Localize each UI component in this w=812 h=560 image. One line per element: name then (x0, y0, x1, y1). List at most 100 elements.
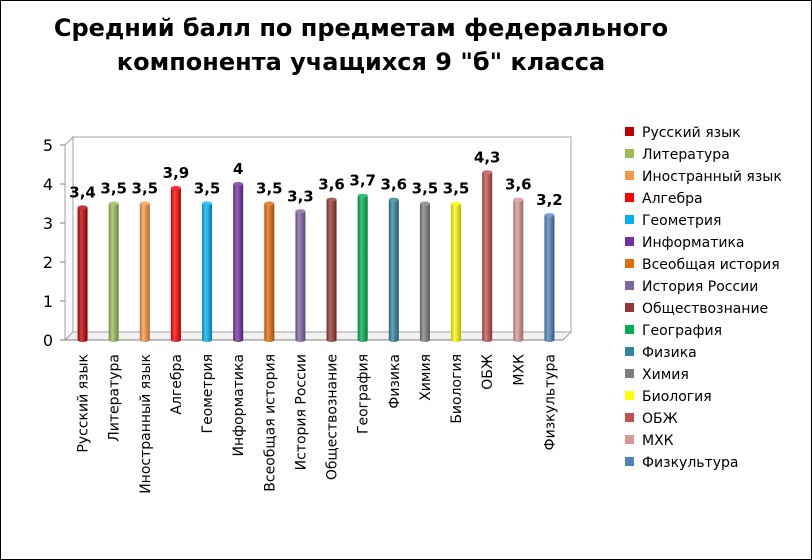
x-tick-label: Обществознание (325, 354, 341, 480)
x-tick-label: История России (293, 354, 309, 470)
x-tick-label: Русский язык (76, 354, 92, 453)
x-tick-label: Литература (107, 354, 123, 442)
bar (202, 203, 213, 342)
x-tick-label: Алгебра (169, 354, 185, 415)
bar (295, 211, 306, 342)
data-label: 3,5 (412, 180, 439, 198)
legend-swatch (625, 413, 634, 422)
bar (139, 203, 150, 342)
legend-entry: Русский язык (642, 125, 741, 141)
legend-swatch (625, 193, 634, 202)
data-label: 4,3 (474, 148, 501, 166)
y-tick-label: 0 (43, 331, 53, 350)
legend-swatch (625, 369, 634, 378)
legend-entry: Всеобщая история (642, 257, 780, 273)
legend-entry: Биология (642, 389, 712, 405)
bar-top (77, 205, 88, 210)
legend-swatch (625, 303, 634, 312)
x-tick-label: Всеобщая история (262, 354, 278, 492)
data-label: 3,5 (256, 180, 283, 198)
legend-entry: Обществознание (642, 301, 768, 317)
legend-entry: Геометрия (642, 213, 721, 229)
bar (77, 207, 88, 342)
bar-top (513, 197, 524, 202)
bar-top (202, 201, 213, 206)
bar-top (451, 201, 462, 206)
bar-top (233, 182, 244, 186)
y-tick-label: 1 (43, 292, 53, 311)
data-label: 3,5 (100, 180, 127, 198)
data-label: 3,2 (536, 191, 563, 209)
x-tick-label: Иностранный язык (138, 354, 154, 494)
x-tick-label: ОБЖ (480, 354, 496, 390)
bar-top (419, 201, 430, 206)
legend-swatch (625, 347, 634, 356)
legend-swatch (625, 127, 634, 136)
legend-swatch (625, 435, 634, 444)
data-label: 3,9 (163, 164, 190, 182)
bar (357, 195, 368, 342)
bar-top (544, 213, 555, 218)
x-tick-label: География (356, 354, 372, 434)
data-label: 3,5 (443, 180, 470, 198)
bar (544, 215, 555, 342)
bar-top (108, 201, 119, 206)
y-tick-label: 4 (43, 175, 53, 194)
legend-entry: Информатика (642, 235, 744, 251)
legend-swatch (625, 237, 634, 246)
bar (451, 203, 462, 342)
legend-entry: ОБЖ (642, 411, 678, 427)
bar (419, 203, 430, 342)
bar-top (264, 201, 275, 206)
chart-title-line-1: Средний балл по предметам федерального (53, 14, 669, 42)
bar (513, 199, 524, 342)
y-tick-label: 2 (43, 253, 53, 272)
x-tick-label: Биология (449, 354, 465, 424)
legend-entry: Алгебра (642, 191, 703, 207)
data-label: 4 (233, 160, 243, 178)
legend-entry: Иностранный язык (642, 169, 782, 185)
x-tick-label: МХК (511, 354, 527, 386)
bar-top (482, 170, 493, 175)
legend-entry: География (642, 323, 722, 339)
bar (326, 199, 337, 342)
plot-back-wall (72, 136, 572, 333)
x-tick-label: Физика (387, 354, 403, 409)
legend-swatch (625, 259, 634, 268)
bar-top (139, 201, 150, 206)
x-tick-label: Геометрия (200, 354, 216, 433)
legend-swatch (625, 325, 634, 334)
legend-swatch (625, 457, 634, 466)
bar (108, 203, 119, 342)
y-tick-label: 5 (43, 136, 53, 155)
legend-swatch (625, 391, 634, 400)
bar (264, 203, 275, 342)
data-label: 3,6 (505, 176, 532, 194)
data-label: 3,5 (194, 180, 221, 198)
legend-entry: Литература (642, 147, 730, 163)
legend-entry: Физкультура (642, 455, 738, 471)
bar-top (326, 197, 337, 202)
chart-title-line-2: компонента учащихся 9 "б" класса (116, 48, 606, 76)
legend-entry: МХК (642, 433, 674, 449)
bar-top (357, 193, 368, 198)
data-label: 3,6 (381, 176, 408, 194)
x-tick-label: Химия (418, 354, 434, 401)
bar (233, 184, 244, 342)
legend-entry: Физика (642, 345, 697, 361)
plot-side-wall (64, 135, 74, 342)
bar-top (388, 197, 399, 202)
legend-swatch (625, 149, 634, 158)
bar (482, 172, 493, 342)
x-tick-label: Информатика (231, 354, 247, 456)
legend-swatch (625, 281, 634, 290)
chart-title: Средний балл по предметам федерального к… (41, 11, 681, 79)
data-label: 3,4 (69, 183, 96, 201)
bar (170, 187, 181, 342)
x-tick-label: Физкультура (542, 354, 558, 450)
bar-top (170, 185, 181, 190)
data-label: 3,6 (318, 176, 345, 194)
data-label: 3,5 (132, 180, 159, 198)
